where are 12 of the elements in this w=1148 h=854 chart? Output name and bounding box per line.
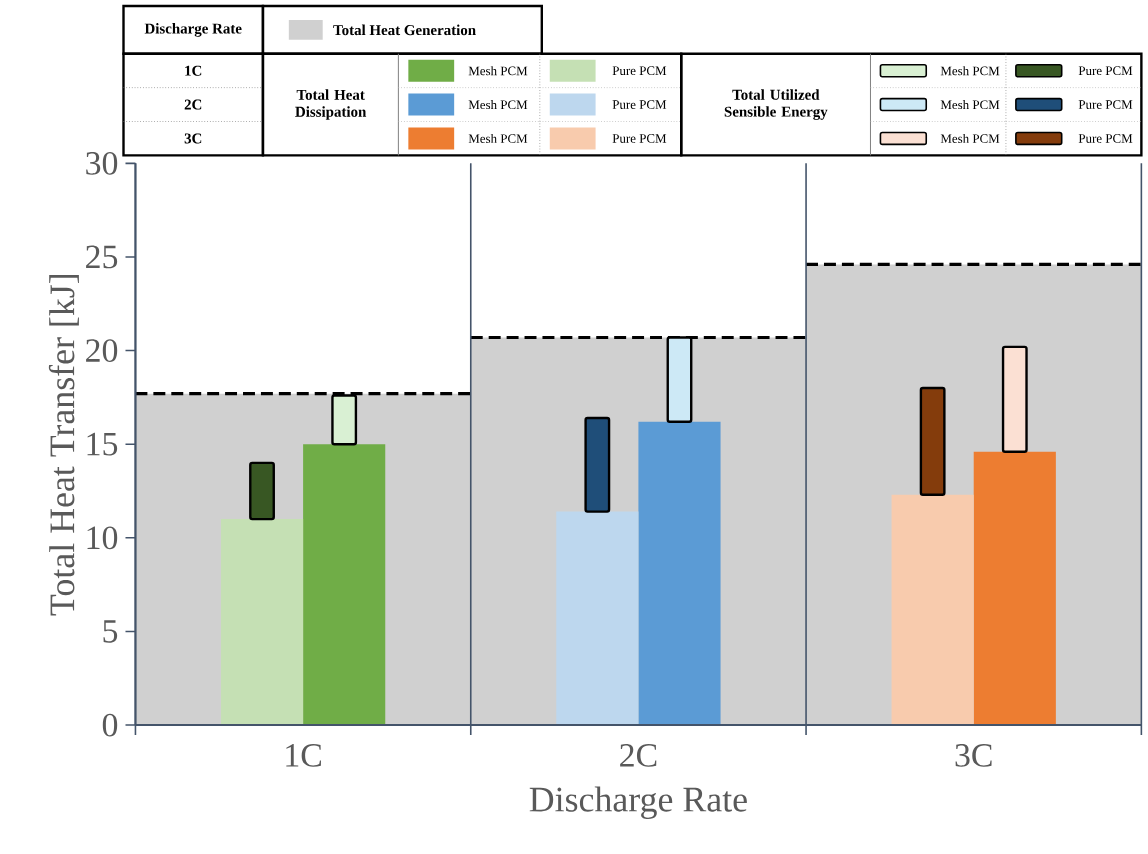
y-tick-label: 10: [87, 526, 118, 550]
x-axis-title: Discharge Rate: [529, 786, 747, 819]
y-tick-label: 5: [103, 619, 118, 643]
x-tick-label: 2C: [620, 743, 657, 767]
y-tick-label: 20: [86, 338, 118, 362]
y-tick-label: 30: [86, 151, 118, 175]
x-tick-label: 1C: [286, 743, 321, 767]
x-tick-label: 3C: [955, 743, 992, 767]
y-tick-label: 0: [102, 713, 118, 737]
y-axis-title: Total Heat Transfer [kJ]: [48, 274, 79, 616]
y-tick-label: 15: [87, 432, 118, 456]
y-tick-label: 25: [86, 245, 118, 269]
